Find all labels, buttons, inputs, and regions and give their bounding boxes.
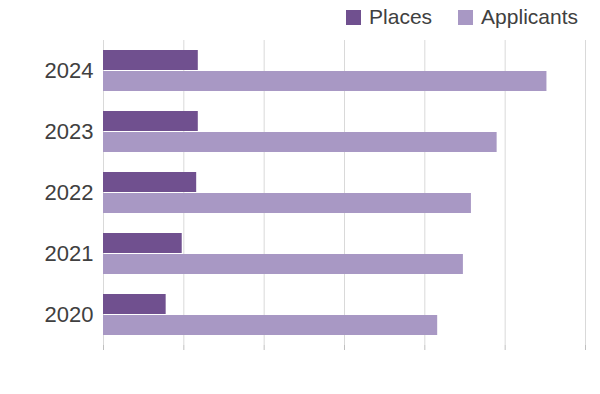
- html-text:Applicants: Applicants: [481, 5, 578, 28]
- html-text:Places: Places: [369, 5, 433, 28]
- svg-text:2021: 2021: [45, 241, 94, 266]
- svg-text:2022: 2022: [45, 180, 94, 205]
- svg-text:2024: 2024: [45, 58, 94, 83]
- svg-text:2023: 2023: [45, 119, 94, 144]
- svg-text:2020: 2020: [45, 302, 94, 327]
